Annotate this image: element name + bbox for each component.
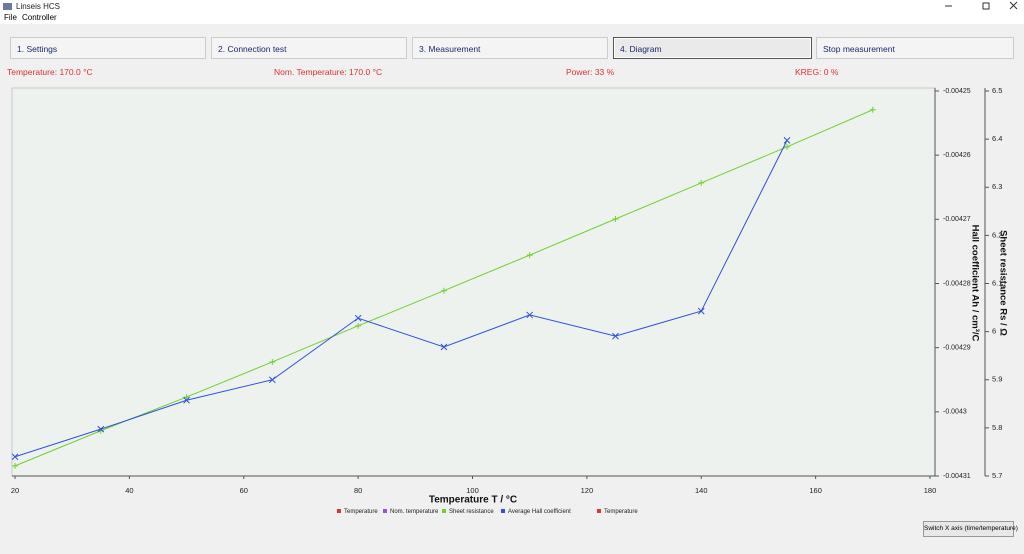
y-axis-label: Hall coefficient Ah / cm³/C: [969, 225, 980, 342]
data-point: [269, 358, 276, 365]
data-point: [784, 143, 791, 150]
data-point: [526, 252, 533, 259]
data-point: [355, 322, 362, 329]
legend-swatch: [442, 509, 446, 513]
legend-swatch: [597, 509, 601, 513]
x-tick-label: 180: [924, 486, 937, 495]
status-text: Temperature: 170.0 °C: [7, 67, 93, 77]
legend-label: Nom. temperature: [390, 509, 439, 515]
data-point: [11, 453, 19, 461]
x-axis-label: Temperature T / °C: [429, 495, 517, 506]
tab[interactable]: Stop measurement: [816, 37, 1014, 59]
maximize-button[interactable]: [982, 2, 990, 10]
x-tick-label: 100: [466, 486, 479, 495]
status-text: Power: 33 %: [566, 67, 615, 77]
data-point: [440, 343, 448, 351]
tab-active[interactable]: 4. Diagram: [613, 37, 812, 59]
data-point: [97, 425, 105, 433]
y2-tick-label: 6.1: [992, 278, 1002, 287]
status-text: KREG: 0 %: [795, 67, 839, 77]
y-tick-label: -0.00426: [943, 152, 971, 159]
y-tick-label: -0.00429: [943, 345, 971, 352]
x-tick-label: 60: [240, 486, 248, 495]
y2-tick-label: 6.2: [992, 230, 1002, 239]
tab[interactable]: 3. Measurement: [412, 37, 608, 59]
legend-label: Temperature: [604, 509, 638, 515]
legend-swatch: [337, 509, 341, 513]
data-point: [612, 332, 619, 340]
title-bar: [0, 0, 1024, 22]
data-point: [612, 216, 619, 223]
legend-swatch: [501, 509, 505, 513]
x-tick-label: 80: [354, 486, 362, 495]
x-tick-label: 120: [581, 486, 594, 495]
y2-tick-label: 6.4: [992, 134, 1002, 143]
series-line: [14, 140, 788, 458]
app-icon: [3, 3, 12, 10]
y-tick-label: -0.00425: [943, 88, 971, 95]
x-tick-label: 160: [809, 486, 822, 495]
data-point: [12, 462, 18, 469]
tab[interactable]: 2. Connection test: [211, 37, 407, 59]
y-tick-label: -0.0043: [943, 409, 967, 416]
menu-item[interactable]: File: [4, 13, 17, 22]
y-tick-label: -0.00427: [943, 216, 971, 223]
legend-label: Average Hall coefficient: [508, 509, 571, 515]
y-tick-label: -0.00431: [943, 473, 971, 480]
menu-bg: [0, 22, 1024, 24]
menu-item[interactable]: Controller: [22, 13, 57, 22]
data-point: [440, 287, 447, 294]
status-text: Nom. Temperature: 170.0 °C: [274, 67, 383, 77]
switch-axis-button[interactable]: Switch X axis (time/temperature): [923, 521, 1018, 537]
data-point: [783, 137, 791, 144]
y2-tick-label: 5.8: [992, 423, 1002, 432]
x-tick-label: 20: [11, 486, 19, 495]
data-point: [354, 314, 362, 322]
y-tick-label: -0.00428: [943, 280, 971, 287]
y2-axis-label: Sheet resistance Rs / Ω: [997, 230, 1008, 336]
window-title: Linseis HCS: [16, 2, 60, 11]
data-point: [869, 106, 876, 113]
x-tick-label: 40: [125, 486, 133, 495]
y2-tick-label: 5.7: [992, 471, 1002, 480]
plot-area: [11, 87, 936, 477]
close-button[interactable]: [1009, 1, 1018, 10]
data-point: [183, 396, 190, 404]
x-tick-label: 140: [695, 486, 708, 495]
legend-swatch: [383, 509, 387, 513]
legend-label: Temperature: [344, 509, 378, 515]
y2-tick-label: 6.3: [992, 182, 1002, 191]
data-point: [698, 179, 705, 186]
data-point: [697, 307, 705, 315]
data-point: [526, 311, 534, 319]
data-point: [183, 394, 190, 401]
y2-tick-label: 6.5: [992, 86, 1002, 95]
tab[interactable]: 1. Settings: [10, 37, 206, 59]
y2-tick-label: 5.9: [992, 375, 1002, 384]
y2-tick-label: 6: [992, 327, 996, 336]
legend-label: Sheet resistance: [449, 509, 494, 515]
data-point: [268, 376, 276, 384]
